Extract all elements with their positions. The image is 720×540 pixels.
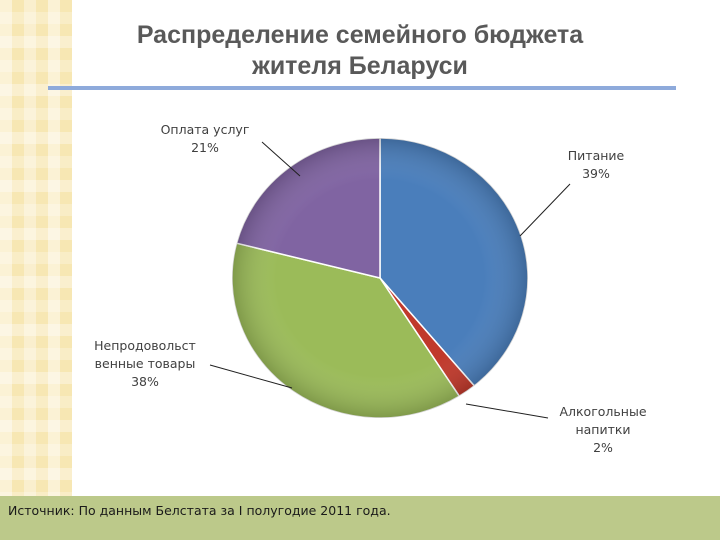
slice-percent: 2% bbox=[593, 440, 613, 455]
slice-label-4: Оплата услуг 21% bbox=[161, 122, 250, 155]
slice-percent: 39% bbox=[582, 166, 610, 181]
slice-percent: 21% bbox=[191, 140, 219, 155]
slice-percent: 38% bbox=[131, 374, 159, 389]
slice-name-line: Непродовольст bbox=[94, 338, 196, 353]
slice-name-line: Алкогольные bbox=[559, 404, 646, 419]
decorative-left-strip bbox=[0, 0, 72, 540]
footer-bar bbox=[0, 496, 720, 540]
title-line-2: жителя Беларуси bbox=[252, 52, 468, 80]
leader-line-3 bbox=[209, 364, 293, 389]
slice-name-line: Оплата услуг bbox=[161, 122, 250, 137]
slice-name-line: венные товары bbox=[95, 356, 196, 371]
source-label: Источник: bbox=[8, 503, 75, 518]
slice-label-3: Непродовольст венные товары 38% bbox=[94, 338, 196, 389]
slice-name-line: Питание bbox=[568, 148, 625, 163]
leader-line-4 bbox=[261, 141, 301, 177]
title-underline bbox=[48, 86, 676, 90]
slide-title: Распределение семейного бюджета жителя Б… bbox=[80, 20, 640, 82]
leader-line-1 bbox=[519, 183, 571, 237]
leader-line-2 bbox=[465, 403, 549, 419]
source-note: Источник: По данным Белстата за I полуго… bbox=[8, 503, 391, 518]
slice-label-1: Питание 39% bbox=[568, 148, 625, 181]
slice-name-line: напитки bbox=[575, 422, 630, 437]
source-text: По данным Белстата за I полугодие 2011 г… bbox=[78, 503, 391, 518]
pie-chart: Питание 39% Алкогольные напитки 2% Непродовол… bbox=[94, 122, 647, 455]
title-line-1: Распределение семейного бюджета bbox=[136, 21, 584, 49]
slice-label-2: Алкогольные напитки 2% bbox=[559, 404, 646, 455]
